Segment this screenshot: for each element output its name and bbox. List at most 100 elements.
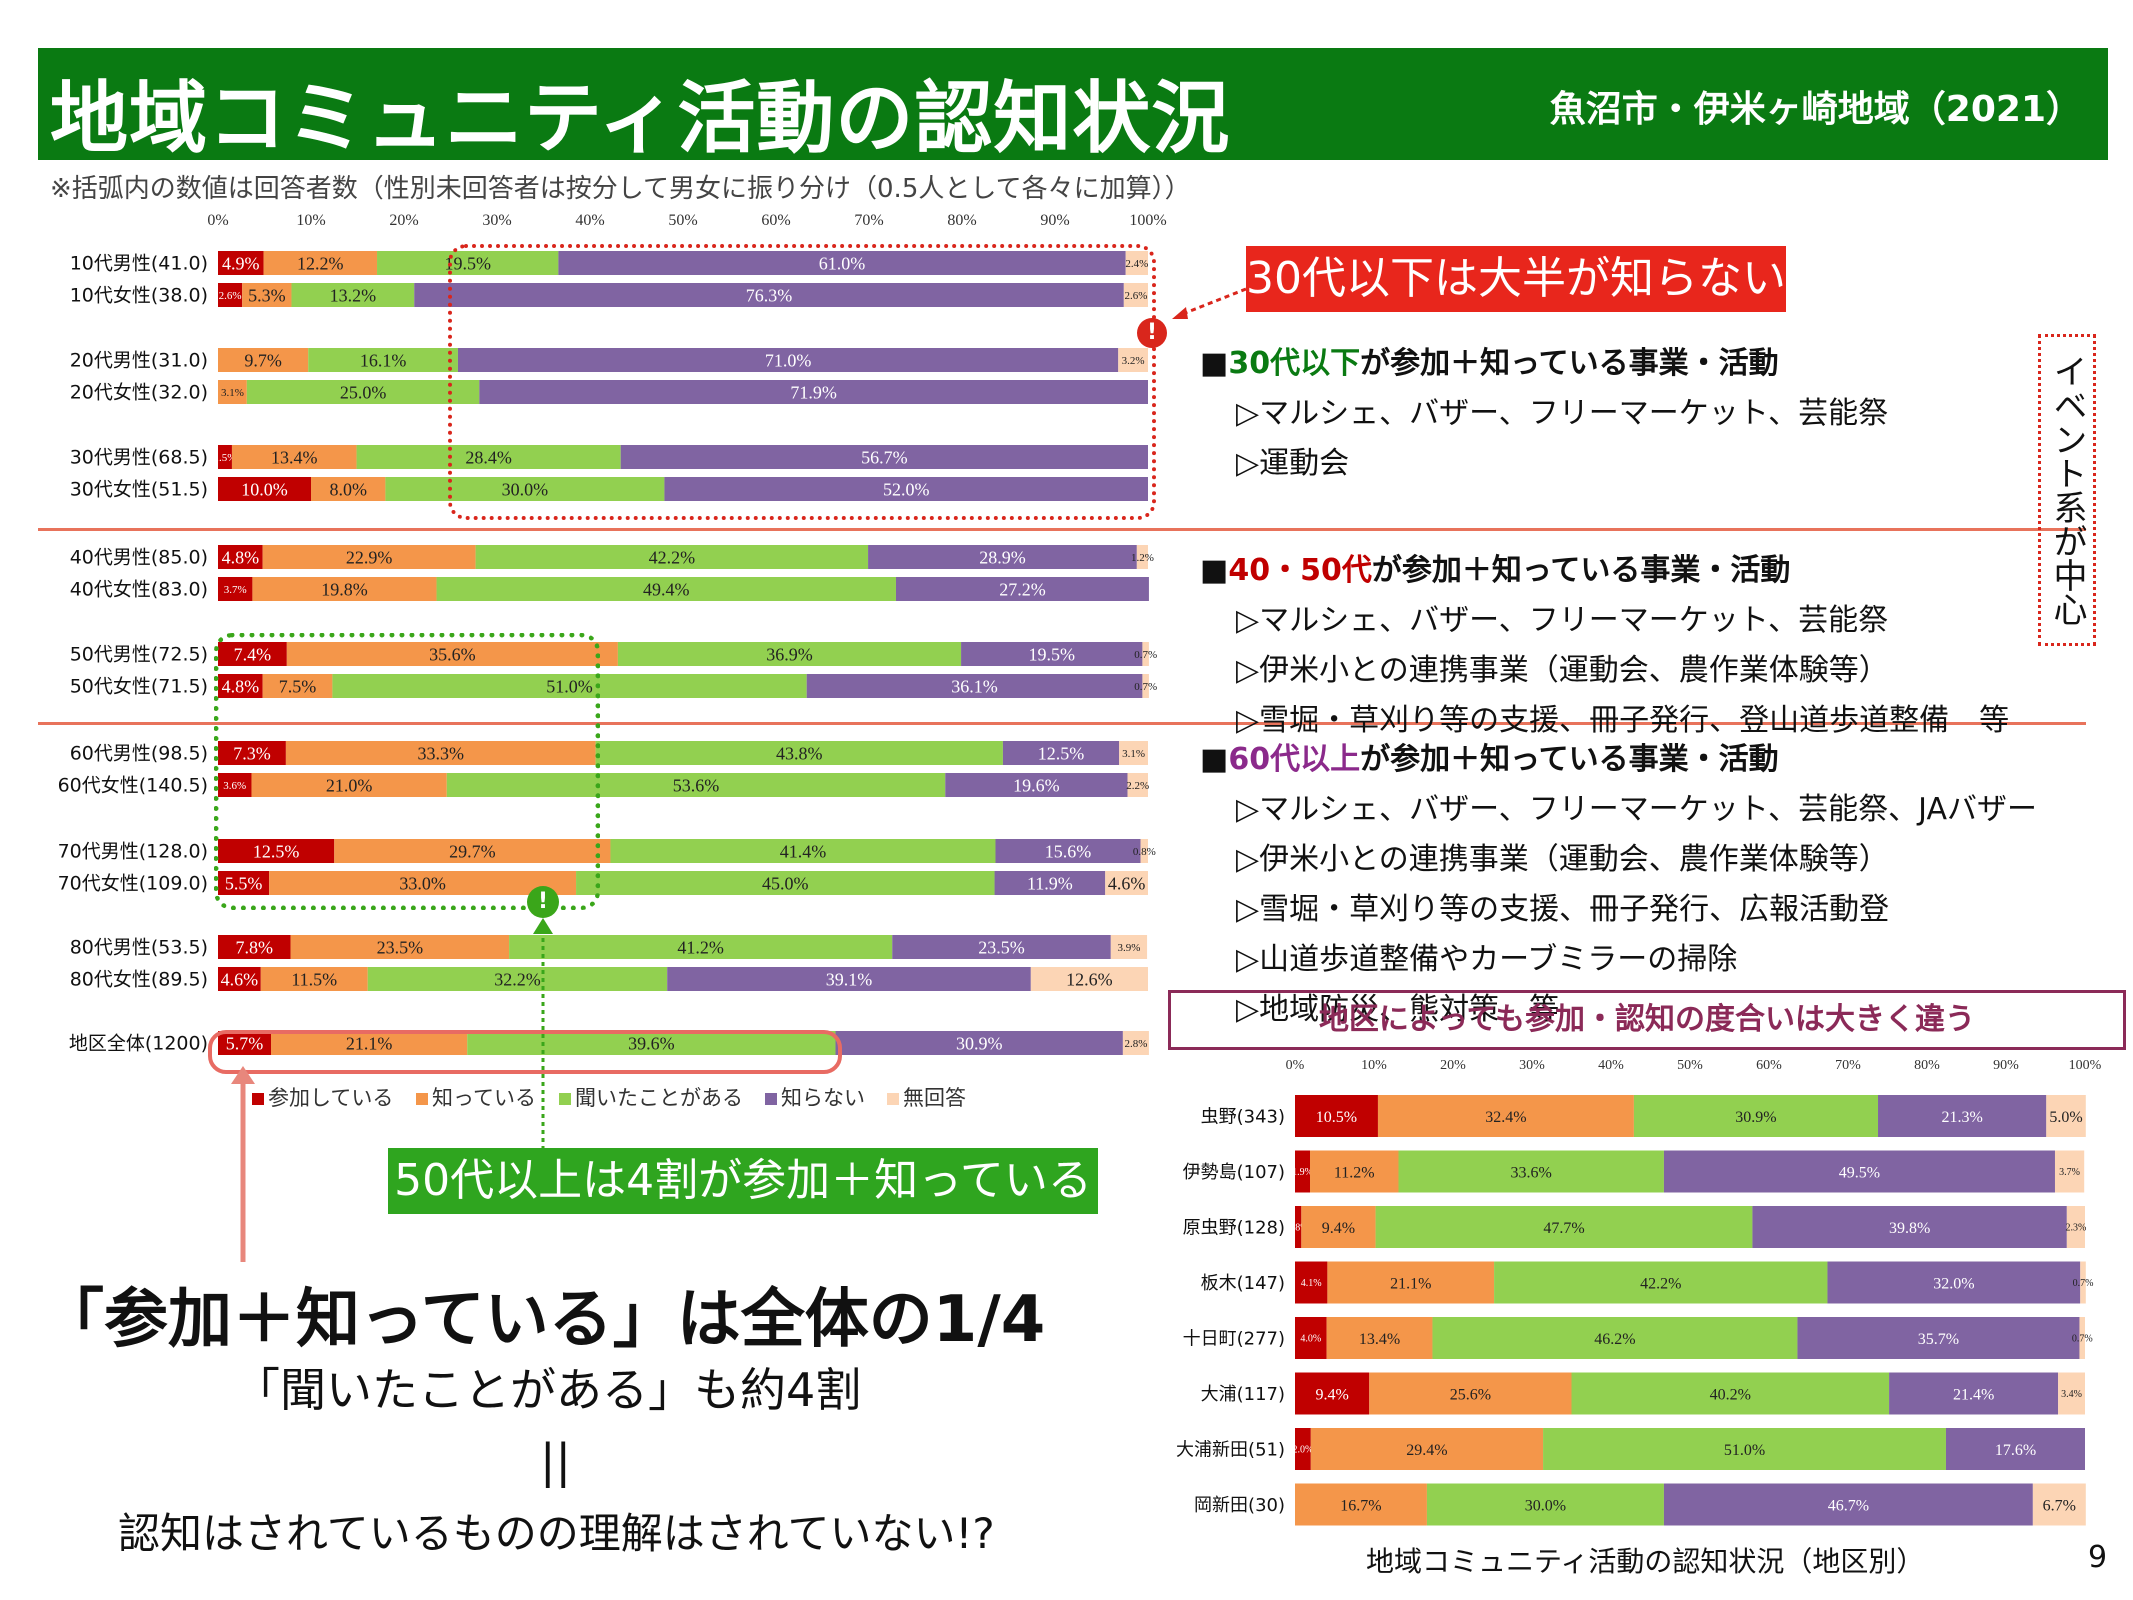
bar-segment bbox=[262, 674, 333, 698]
data-label: 71.0% bbox=[765, 350, 812, 370]
legend-swatch bbox=[559, 1093, 571, 1105]
data-label: 39.8% bbox=[1889, 1220, 1930, 1237]
bar-segment bbox=[1327, 1261, 1495, 1304]
bar-segment bbox=[1377, 1095, 1634, 1137]
data-label: 21.3% bbox=[1941, 1109, 1982, 1126]
bar-segment bbox=[246, 380, 480, 404]
bar-segment bbox=[218, 577, 253, 601]
data-label: 43.8% bbox=[776, 743, 823, 763]
legend-label: 参加している bbox=[268, 1086, 393, 1110]
data-label: 33.3% bbox=[417, 743, 464, 763]
data-label: 30.9% bbox=[1735, 1109, 1776, 1126]
bar-segment bbox=[1142, 674, 1149, 698]
category-label: 20代男性(31.0) bbox=[70, 350, 208, 372]
data-label: 4.6% bbox=[221, 969, 259, 989]
data-label: 51.0% bbox=[1724, 1442, 1765, 1459]
section-title: ■60代以上が参加＋知っている事業・活動 bbox=[1200, 742, 1779, 777]
bar-segment bbox=[1110, 935, 1148, 959]
x-tick-label: 60% bbox=[761, 212, 790, 229]
bar-segment bbox=[262, 545, 476, 569]
bar-segment bbox=[1663, 1150, 2055, 1193]
x-tick-label: 90% bbox=[1993, 1058, 2019, 1073]
under30-highlight-box bbox=[448, 244, 1156, 520]
data-label: 2.6% bbox=[219, 290, 242, 302]
data-label: 3.4% bbox=[2061, 1389, 2082, 1400]
arrow-icon bbox=[231, 1066, 255, 1262]
bar-segment bbox=[377, 251, 559, 275]
bar-segment bbox=[895, 577, 1149, 601]
bar-segment bbox=[1398, 1150, 1664, 1193]
bar-segment bbox=[1119, 741, 1148, 765]
data-label: 0.7% bbox=[2073, 1278, 2094, 1289]
category-label: 虫野(343) bbox=[1201, 1106, 1285, 1127]
bar-segment bbox=[1295, 1206, 1302, 1248]
data-label: 3.1% bbox=[221, 387, 244, 399]
data-label: 76.3% bbox=[746, 285, 793, 305]
bar-segment bbox=[218, 967, 261, 991]
data-label: 21.1% bbox=[1390, 1275, 1431, 1292]
data-label: 47.7% bbox=[1543, 1220, 1584, 1237]
data-label: 42.2% bbox=[649, 547, 696, 567]
bar-segment bbox=[218, 445, 232, 469]
bar-segment bbox=[610, 839, 996, 863]
x-tick-label: 0% bbox=[207, 212, 228, 229]
bar-segment bbox=[308, 348, 458, 372]
bar-segment bbox=[218, 477, 311, 501]
alert-icon: ! bbox=[527, 886, 559, 918]
bar-segment bbox=[2054, 1150, 2085, 1193]
bar-segment bbox=[868, 545, 1137, 569]
x-tick-label: 70% bbox=[1835, 1058, 1861, 1073]
data-label: 13.2% bbox=[330, 285, 377, 305]
bar-segment bbox=[263, 251, 378, 275]
conclusion-sub: 「聞いたことがある」も約4割 bbox=[234, 1363, 862, 1417]
list-item: ▷雪堀・草刈り等の支援、冊子発行、登山道歩道整備 等 bbox=[1236, 703, 2010, 738]
data-label: 29.4% bbox=[1406, 1442, 1447, 1459]
data-label: 0.7% bbox=[1134, 649, 1157, 661]
bar-segment bbox=[664, 477, 1148, 501]
bar-segment bbox=[286, 642, 618, 666]
data-label: 61.0% bbox=[819, 253, 866, 273]
legend-label: 聞いたことがある bbox=[575, 1086, 743, 1110]
legend-swatch bbox=[887, 1093, 899, 1105]
data-label: 39.6% bbox=[628, 1033, 675, 1053]
data-label: 32.2% bbox=[494, 969, 541, 989]
data-label: 12.5% bbox=[253, 841, 300, 861]
data-label: 35.7% bbox=[1918, 1331, 1959, 1348]
bar-segment bbox=[558, 251, 1126, 275]
bar-segment bbox=[1295, 1150, 1311, 1193]
data-label: 28.9% bbox=[979, 547, 1026, 567]
legend-label: 無回答 bbox=[903, 1086, 966, 1110]
bar-segment bbox=[334, 839, 611, 863]
bar-segment bbox=[1295, 1372, 1370, 1415]
x-tick-label: 80% bbox=[947, 212, 976, 229]
data-label: 1.2% bbox=[1131, 552, 1154, 564]
category-label: 十日町(277) bbox=[1183, 1328, 1285, 1349]
x-tick-label: 10% bbox=[1361, 1058, 1387, 1073]
data-label: 0.7% bbox=[2072, 1334, 2093, 1345]
x-tick-label: 10% bbox=[296, 212, 325, 229]
data-label: 30.9% bbox=[956, 1033, 1003, 1053]
bar-segment bbox=[1571, 1372, 1890, 1415]
data-label: 39.1% bbox=[826, 969, 873, 989]
legend-label: 知っている bbox=[432, 1086, 536, 1110]
data-label: 0.8% bbox=[1133, 846, 1156, 858]
bar-segment bbox=[1140, 839, 1148, 863]
category-label: 伊勢島(107) bbox=[1183, 1162, 1285, 1183]
data-label: 23.5% bbox=[377, 937, 424, 957]
bar-segment bbox=[218, 674, 263, 698]
bar-segment bbox=[945, 773, 1128, 797]
title-banner: 地域コミュニティ活動の認知状況 魚沼市・伊米ヶ崎地域（2021） bbox=[38, 48, 2108, 164]
data-label: 19.8% bbox=[321, 579, 368, 599]
data-label: 0.8% bbox=[1288, 1223, 1309, 1234]
bar-segment bbox=[218, 348, 309, 372]
data-label: 4.1% bbox=[1301, 1278, 1322, 1289]
data-label: 36.1% bbox=[951, 676, 998, 696]
data-label: 3.7% bbox=[224, 584, 247, 596]
data-label: 11.5% bbox=[291, 969, 337, 989]
category-label: 原虫野(128) bbox=[1183, 1217, 1285, 1238]
bar-segment bbox=[1310, 1428, 1544, 1470]
bar-segment bbox=[1295, 1428, 1311, 1470]
category-label: 50代男性(72.5) bbox=[70, 644, 208, 666]
category-label: 10代男性(41.0) bbox=[70, 253, 208, 275]
total-highlight-box bbox=[208, 1030, 842, 1074]
